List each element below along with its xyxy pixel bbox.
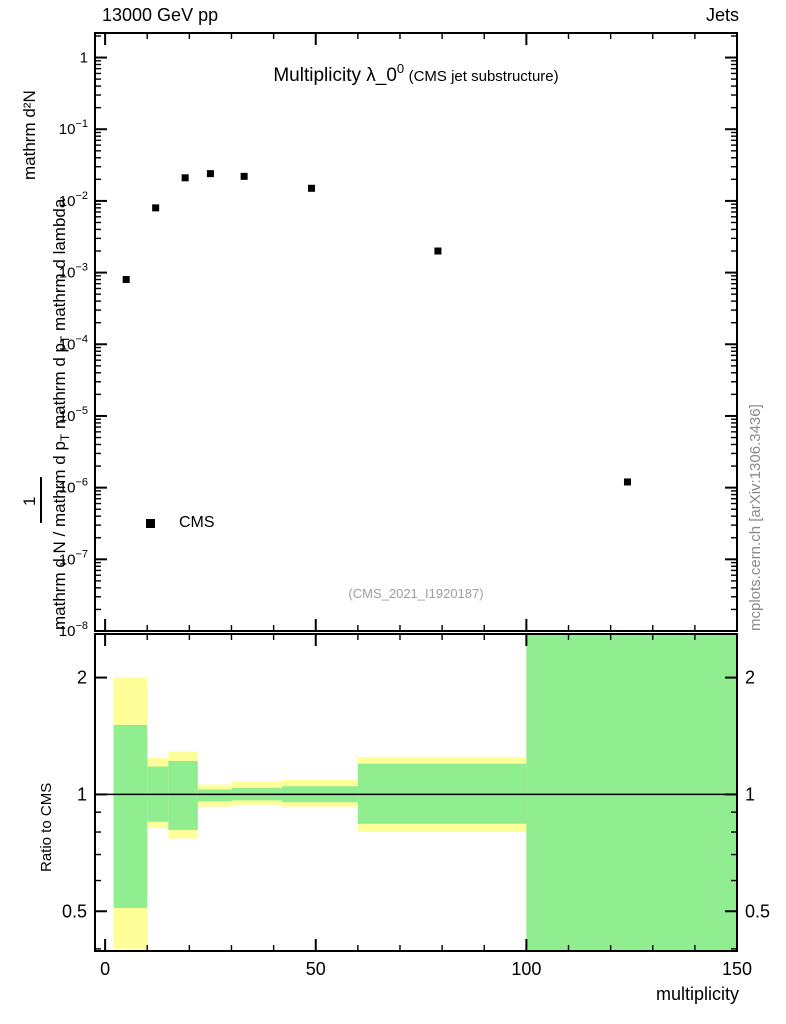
y-axis-tick-label: 1 (80, 50, 88, 67)
legend: CMS (146, 514, 215, 532)
ratio-y-tick-label: 2 (77, 668, 87, 688)
legend-label-cms: CMS (179, 514, 215, 531)
y-axis-tick-label: 10−2 (59, 190, 88, 210)
y-axis-tick-label: 10−7 (59, 548, 88, 568)
ratio-y-tick-label: 0.5 (62, 901, 87, 921)
y-axis-tick-label: 10−3 (59, 262, 88, 282)
header-beam-energy: 13000 GeV pp (102, 5, 219, 25)
title-subtitle: (CMS jet substructure) (408, 68, 559, 85)
ylabel-part: mathrm d N / mathrm d p (50, 441, 69, 630)
data-point (206, 170, 214, 178)
plot-title: Multiplicity λ_00 (CMS jet substructure) (95, 61, 737, 87)
data-point (122, 276, 130, 284)
y-axis-tick-label: 10−6 (59, 477, 88, 497)
data-point (240, 172, 248, 180)
main-frame (94, 32, 738, 632)
fraction-bar (40, 477, 42, 523)
ylabel-part-sub: T (58, 335, 72, 344)
title-superscript: 0 (396, 61, 405, 76)
y-axis-tick-label: 10−1 (59, 118, 88, 138)
x-axis-tick-label: 150 (722, 959, 752, 979)
ratio-frame (94, 633, 738, 952)
data-point (623, 478, 631, 486)
x-axis-tick-label: 100 (511, 959, 541, 979)
data-point (434, 247, 442, 255)
data-point (181, 174, 189, 182)
ylabel-part: mathrm d p (50, 343, 69, 434)
data-point (152, 204, 160, 212)
ylabel-part-sub: T (58, 433, 72, 442)
x-axis-tick-label: 50 (306, 959, 326, 979)
y-axis-label-numerator: mathrm d²N (20, 90, 39, 180)
ratio-y-tick-label: 2 (745, 668, 755, 688)
y-axis-tick-label: 10−8 (59, 620, 88, 640)
y-axis-tick-label: 10−5 (59, 405, 88, 425)
ratio-y-tick-label: 0.5 (745, 901, 770, 921)
x-axis-tick-label: 0 (100, 959, 110, 979)
data-point (308, 184, 316, 192)
uncertainty-band-green (168, 760, 198, 830)
header-analysis-group: Jets (705, 5, 739, 25)
mcplots-source-label: mcplots.cern.ch [arXiv:1306.3436] (747, 404, 764, 631)
title-text: Multiplicity λ_0 (273, 65, 397, 86)
y-axis-tick-label: 10−4 (59, 333, 88, 353)
y-axis-label-one: 1 (20, 496, 39, 506)
ratio-y-axis-label: Ratio to CMS (38, 782, 55, 872)
cms-data-marker-icon (146, 518, 155, 528)
uncertainty-band-green (526, 634, 737, 951)
ratio-y-tick-label: 1 (745, 784, 755, 804)
x-axis-label: multiplicity (655, 984, 739, 1004)
uncertainty-band-green (197, 789, 232, 802)
y-axis-label-denominator: mathrm d N / mathrm d pT mathrm d pT mat… (50, 199, 72, 630)
uncertainty-band-green (113, 724, 148, 908)
ylabel-part: mathrm d lambda (50, 198, 69, 336)
ratio-y-tick-label: 1 (77, 784, 87, 804)
analysis-watermark: (CMS_2021_I1920187) (348, 586, 484, 601)
